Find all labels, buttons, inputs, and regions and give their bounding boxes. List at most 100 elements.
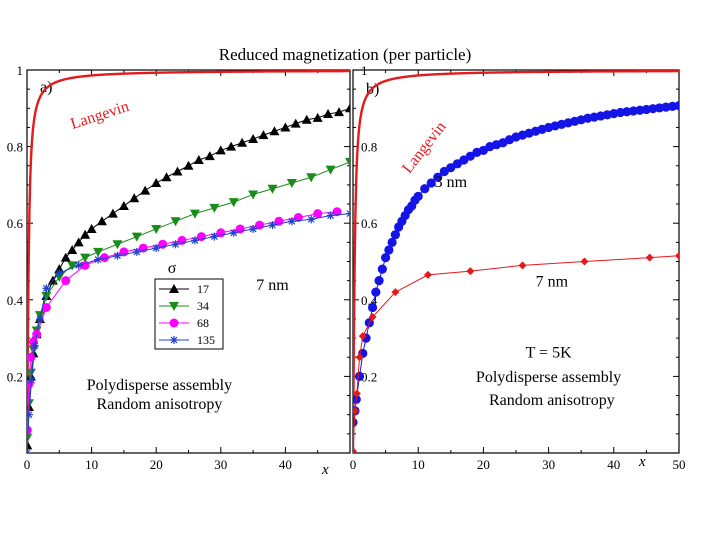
data-point-135 xyxy=(171,240,180,249)
legend-marker-17 xyxy=(169,284,179,293)
legend-marker-135 xyxy=(170,336,178,344)
data-point-3-nm xyxy=(674,101,679,111)
y-tick-label: 0.8 xyxy=(361,140,377,155)
data-point-3-nm xyxy=(420,184,430,194)
y-tick-label: 0.6 xyxy=(7,216,24,231)
annotation-size: 7 nm xyxy=(256,277,289,294)
data-point-68 xyxy=(293,212,303,222)
data-point-17 xyxy=(345,103,350,113)
data-point-17 xyxy=(161,172,172,182)
data-point-17 xyxy=(215,145,226,155)
data-point-17 xyxy=(96,216,107,226)
data-point-3-nm xyxy=(433,172,443,182)
data-point-7-nm xyxy=(645,253,654,262)
data-point-17 xyxy=(226,141,237,151)
data-point-7-nm xyxy=(358,332,367,341)
x-tick-label: 50 xyxy=(673,457,686,472)
data-point-3-nm xyxy=(387,237,397,247)
data-point-3-nm xyxy=(426,178,436,188)
figure-title: Reduced magnetization (per particle) xyxy=(219,45,472,64)
x-tick-label: 40 xyxy=(607,457,620,472)
data-point-34 xyxy=(325,165,336,175)
data-point-17 xyxy=(118,200,129,210)
data-point-3-nm xyxy=(374,276,384,286)
data-point-17 xyxy=(27,440,33,450)
data-point-17 xyxy=(60,252,71,262)
data-point-3-nm xyxy=(371,287,381,297)
data-point-135 xyxy=(94,255,103,264)
x-tick-label: 0 xyxy=(350,457,357,472)
data-point-135 xyxy=(113,251,122,260)
data-point-135 xyxy=(326,211,335,220)
annotation-size-3nm: 3 nm xyxy=(435,174,468,191)
data-point-17 xyxy=(269,126,280,136)
data-point-7-nm xyxy=(675,251,679,260)
data-point-135 xyxy=(74,261,83,270)
plot-area xyxy=(27,70,350,453)
legend-entry-68: 68 xyxy=(197,316,209,330)
annotation-size-7nm: 7 nm xyxy=(536,273,569,290)
y-tick-label: 1 xyxy=(17,63,24,78)
data-point-68 xyxy=(332,207,342,217)
data-point-17 xyxy=(204,151,215,161)
series-langevin-curve xyxy=(353,70,679,453)
annotation-anisotropy: Random anisotropy xyxy=(489,392,615,409)
x-tick-label: 10 xyxy=(412,457,425,472)
x-axis-label: x xyxy=(321,462,329,478)
data-point-3-nm xyxy=(381,253,391,263)
data-point-17 xyxy=(323,109,334,119)
data-point-17 xyxy=(280,122,291,132)
data-point-34 xyxy=(267,184,278,194)
data-point-17 xyxy=(140,185,151,195)
data-point-135 xyxy=(268,221,277,230)
data-point-34 xyxy=(131,232,142,242)
data-point-17 xyxy=(183,160,194,170)
data-point-135 xyxy=(27,376,36,385)
y-tick-label: 0.2 xyxy=(7,369,23,384)
data-point-7-nm xyxy=(518,261,527,270)
data-point-34 xyxy=(93,247,104,257)
data-point-17 xyxy=(258,130,269,140)
data-point-135 xyxy=(287,217,296,226)
data-point-34 xyxy=(41,291,52,301)
y-tick-label: 0.2 xyxy=(361,369,377,384)
data-point-135 xyxy=(132,247,141,256)
data-point-68 xyxy=(27,425,32,435)
data-point-34 xyxy=(27,399,34,409)
x-axis-label: x xyxy=(638,454,646,470)
data-point-7-nm xyxy=(580,257,589,266)
annotation-assembly: Polydisperse assembly xyxy=(476,369,621,386)
data-point-135 xyxy=(229,228,238,237)
annotation-anisotropy: Random anisotropy xyxy=(97,396,223,413)
series-line-7-nm xyxy=(353,255,679,452)
data-point-135 xyxy=(190,236,199,245)
data-point-3-nm xyxy=(384,245,394,255)
data-point-17 xyxy=(248,133,259,143)
x-tick-label: 30 xyxy=(542,457,555,472)
data-point-17 xyxy=(172,166,183,176)
series-label-langevin: Langevin xyxy=(69,98,132,133)
data-point-17 xyxy=(312,112,323,122)
data-point-135 xyxy=(55,268,64,277)
data-point-17 xyxy=(67,245,78,255)
series-langevin-curve xyxy=(27,70,350,453)
data-point-17 xyxy=(80,229,91,239)
data-point-135 xyxy=(210,232,219,241)
legend-title: σ xyxy=(168,260,177,277)
data-point-135 xyxy=(27,449,31,453)
annotation-temperature: T = 5K xyxy=(526,344,573,361)
x-tick-label: 0 xyxy=(24,457,31,472)
data-point-34 xyxy=(306,173,317,183)
data-point-3-nm xyxy=(367,302,378,313)
y-tick-label: 0.4 xyxy=(7,293,24,308)
data-point-3-nm xyxy=(354,371,365,381)
data-point-34 xyxy=(27,368,36,378)
x-tick-label: 20 xyxy=(150,457,163,472)
data-point-17 xyxy=(107,208,118,218)
data-point-34 xyxy=(209,203,220,213)
data-point-34 xyxy=(345,157,350,167)
data-point-17 xyxy=(301,114,312,124)
data-point-3-nm xyxy=(413,191,423,201)
